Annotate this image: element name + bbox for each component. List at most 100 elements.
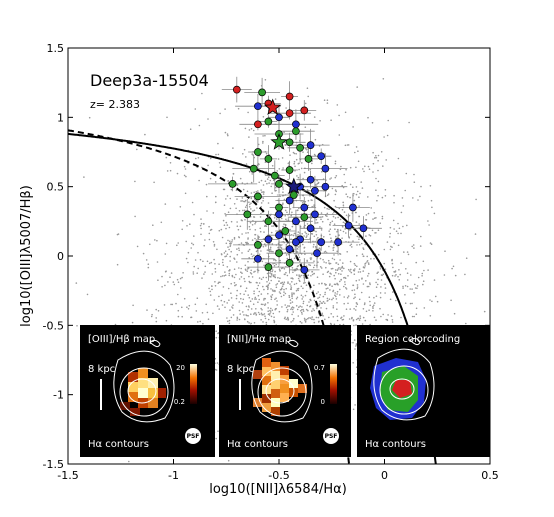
background-point (275, 263, 278, 266)
region-point (292, 217, 300, 226)
background-point (320, 229, 323, 231)
background-point (263, 297, 266, 300)
background-point (260, 303, 263, 306)
background-point (281, 157, 284, 159)
background-point (391, 319, 394, 321)
background-point (400, 211, 403, 214)
background-point (296, 209, 299, 212)
background-point (238, 301, 240, 303)
background-point (175, 302, 177, 305)
background-point (334, 277, 336, 280)
background-point (319, 294, 322, 296)
background-point (169, 276, 171, 279)
background-point (352, 269, 355, 271)
background-point (367, 116, 369, 119)
background-point (340, 278, 343, 281)
background-point (267, 176, 270, 178)
background-point (375, 155, 377, 157)
background-point (301, 306, 303, 308)
background-point (241, 252, 243, 254)
background-point (226, 266, 229, 268)
background-point (270, 185, 273, 188)
background-point (176, 278, 179, 281)
background-point (291, 313, 293, 316)
background-point (253, 271, 255, 273)
background-point (245, 287, 248, 290)
y-tick-label: 1 (57, 111, 64, 124)
background-point (285, 254, 288, 256)
background-point (390, 315, 393, 317)
background-point (383, 136, 385, 138)
background-point (301, 298, 304, 300)
inset-region-colorcoding: Region colorcoding Hα contours (357, 325, 490, 457)
background-point (334, 160, 337, 163)
background-point (328, 284, 331, 287)
background-point (317, 261, 319, 264)
background-point (267, 307, 270, 309)
background-point (271, 269, 274, 271)
background-point (453, 312, 456, 315)
background-point (255, 199, 257, 202)
background-point (161, 275, 163, 278)
background-point (311, 253, 313, 256)
background-point (233, 268, 236, 271)
background-point (333, 283, 336, 286)
background-point (318, 282, 320, 285)
background-point (392, 291, 394, 293)
background-point (279, 292, 282, 295)
background-point (265, 276, 268, 279)
background-point (411, 288, 413, 290)
background-point (282, 191, 284, 193)
background-point (156, 261, 159, 263)
background-point (372, 218, 374, 220)
background-point (289, 302, 292, 304)
background-point (381, 274, 384, 277)
background-point (312, 289, 315, 292)
background-point (354, 151, 356, 154)
region-point (304, 155, 313, 163)
background-point (285, 271, 287, 274)
background-point (116, 263, 119, 266)
background-point (264, 79, 267, 81)
background-point (275, 259, 277, 262)
background-point (169, 169, 172, 172)
background-point (229, 244, 232, 246)
background-point (156, 239, 158, 242)
background-point (280, 267, 283, 270)
background-point (313, 264, 316, 267)
background-point (358, 236, 361, 238)
background-point (185, 257, 188, 260)
background-point (313, 318, 315, 321)
background-point (239, 225, 242, 228)
background-point (218, 295, 220, 298)
background-point (331, 285, 333, 288)
background-point (222, 258, 224, 261)
background-point (181, 306, 183, 309)
background-point (333, 254, 335, 256)
background-point (190, 247, 192, 249)
background-point (189, 223, 191, 225)
background-point (357, 271, 360, 273)
background-point (356, 244, 358, 246)
region-point (285, 138, 294, 147)
background-point (244, 268, 247, 271)
background-point (160, 221, 163, 224)
background-point (221, 304, 224, 306)
background-point (218, 308, 220, 310)
background-point (285, 243, 288, 246)
background-point (334, 162, 337, 165)
background-point (313, 321, 316, 324)
integrated-star (270, 133, 288, 150)
background-point (297, 277, 300, 280)
background-point (307, 199, 310, 202)
background-point (328, 275, 331, 278)
background-point (155, 317, 157, 319)
background-point (367, 275, 369, 277)
background-point (339, 218, 342, 221)
background-point (362, 247, 364, 249)
background-point (134, 215, 136, 218)
background-point (349, 166, 352, 169)
background-point (157, 279, 159, 282)
background-point (255, 250, 258, 253)
